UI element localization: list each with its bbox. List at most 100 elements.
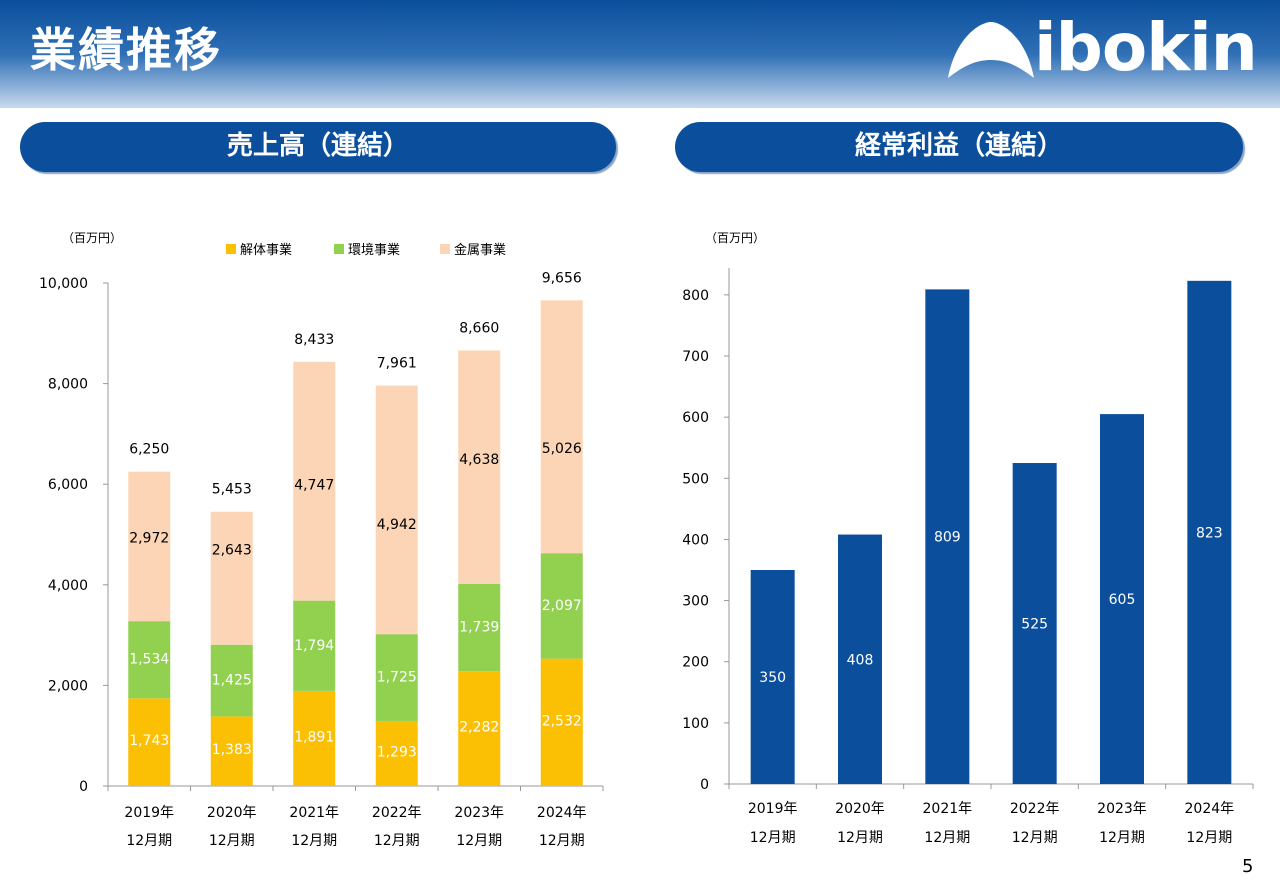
sales-bar-0-5 [540,658,583,786]
profit-y-tick-label-3: 300 [682,594,709,610]
legend-label-0: 解体事業 [240,242,292,258]
sales-x-label-period-0: 12月期 [126,833,172,849]
sales-x-label-year-4: 2023年 [454,805,504,821]
profit-y-tick-label-2: 200 [682,655,709,671]
sales-y-tick-label-0: 0 [79,779,88,795]
profit-y-tick-label-6: 600 [682,410,709,426]
sales-bar-1-5 [540,553,583,659]
sales-data-label-0-5: 2,532 [542,713,582,729]
profit-x-label-year-5: 2024年 [1185,801,1235,817]
sales-bar-1-3 [375,634,418,721]
legend-label-1: 環境事業 [348,242,400,258]
sales-x-label-period-3: 12月期 [374,833,420,849]
profit-bar-4 [1100,414,1144,784]
sales-data-label-2-4: 4,638 [459,452,499,468]
sales-total-label-3: 7,961 [377,356,417,372]
sales-section-title: 売上高（連結） [20,122,616,172]
sales-bar-1-4 [458,583,501,672]
sales-bar-2-2 [293,361,336,601]
profit-x-label-period-0: 12月期 [750,830,796,846]
sales-chart: （百万円） 解体事業 環境事業 金属事業 0 2,000 4,000 6,000 8,000 10… [39,231,604,849]
sales-bar-1-2 [293,600,336,691]
profit-y-tick-label-4: 400 [682,532,709,548]
profit-bar-5 [1187,280,1232,784]
profit-x-label-period-5: 12月期 [1186,830,1232,846]
profit-data-label-4: 605 [1109,592,1136,608]
page-number: 5 [1242,856,1254,877]
sales-unit-label: （百万円） [62,231,122,245]
page-title: 業績推移 [30,23,222,77]
sales-data-label-1-2: 1,794 [294,638,334,654]
sales-x-label-year-1: 2020年 [207,805,257,821]
sales-bar-2-3 [375,385,418,635]
sales-data-label-0-3: 1,293 [377,744,417,760]
sales-data-label-0-2: 1,891 [294,729,334,745]
sales-data-label-0-0: 1,743 [129,733,169,749]
sales-total-label-5: 9,656 [542,270,582,286]
profit-x-label-year-4: 2023年 [1097,801,1147,817]
profit-bar-0 [750,570,795,784]
sales-x-label-year-2: 2021年 [289,805,339,821]
legend-swatch-2 [440,244,450,254]
profit-y-tick-label-8: 800 [682,288,709,304]
profit-data-label-0: 350 [759,670,786,686]
sales-y-tick-label-3: 6,000 [48,477,88,493]
profit-data-label-2: 809 [934,530,961,546]
sales-x-label-period-4: 12月期 [456,833,502,849]
company-logo: ibokin [946,10,1266,86]
sales-data-label-0-4: 2,282 [459,720,499,736]
legend-label-2: 金属事業 [454,242,506,258]
sales-data-label-2-2: 4,747 [294,477,334,493]
profit-data-label-5: 823 [1196,525,1223,541]
sales-bar-2-1 [210,511,253,645]
profit-y-tick-label-0: 0 [700,777,709,793]
sales-bar-0-1 [210,716,253,786]
sales-x-label-year-3: 2022年 [372,805,422,821]
profit-x-label-year-2: 2021年 [923,801,973,817]
sales-bar-1-0 [128,621,171,699]
sales-y-tick-label-2: 4,000 [48,578,88,594]
sales-bar-2-4 [458,350,501,584]
sales-data-label-2-3: 4,942 [377,517,417,533]
sales-bar-2-5 [540,300,583,554]
sales-y-tick-label-1: 2,000 [48,678,88,694]
profit-x-label-period-4: 12月期 [1099,830,1145,846]
profit-x-label-year-0: 2019年 [748,801,798,817]
sales-y-tick-label-5: 10,000 [39,276,88,292]
sales-x-label-period-1: 12月期 [209,833,255,849]
sales-data-label-1-5: 2,097 [542,598,582,614]
sales-x-label-period-5: 12月期 [539,833,585,849]
profit-y-tick-label-7: 700 [682,349,709,365]
sales-total-label-0: 6,250 [129,442,169,458]
profit-x-label-period-3: 12月期 [1012,830,1058,846]
profit-chart: （百万円） 0 100 200 300 400 500 600 700 800 350 2019年 12… [682,231,1254,846]
logo-wordmark: ibokin [1034,9,1258,86]
sales-data-label-1-3: 1,725 [377,670,417,686]
sales-bar-0-0 [128,698,171,786]
sales-total-label-1: 5,453 [212,482,252,498]
legend-swatch-0 [226,244,236,254]
sales-data-label-2-5: 5,026 [542,441,582,457]
sales-data-label-1-1: 1,425 [212,673,252,689]
profit-section-title: 経常利益（連結） [675,122,1243,172]
profit-x-label-year-1: 2020年 [835,801,885,817]
profit-y-tick-label-5: 500 [682,471,709,487]
profit-bar-1 [838,534,882,784]
sales-x-label-year-0: 2019年 [124,805,174,821]
sales-data-label-1-0: 1,534 [129,652,169,668]
profit-data-label-3: 525 [1021,617,1048,633]
sales-bar-2-0 [128,471,171,622]
profit-unit-label: （百万円） [705,231,765,245]
sales-bar-1-1 [210,644,253,717]
sales-total-label-2: 8,433 [294,332,334,348]
sales-data-label-2-1: 2,643 [212,542,252,558]
sales-x-label-year-5: 2024年 [537,805,587,821]
profit-x-label-period-1: 12月期 [837,830,883,846]
sales-bar-0-2 [293,690,336,786]
profit-y-tick-label-1: 100 [682,716,709,732]
logo-mountain-icon [948,22,1034,78]
sales-data-label-2-0: 2,972 [129,530,169,546]
sales-data-label-1-4: 1,739 [459,619,499,635]
profit-bar-2 [925,289,970,784]
